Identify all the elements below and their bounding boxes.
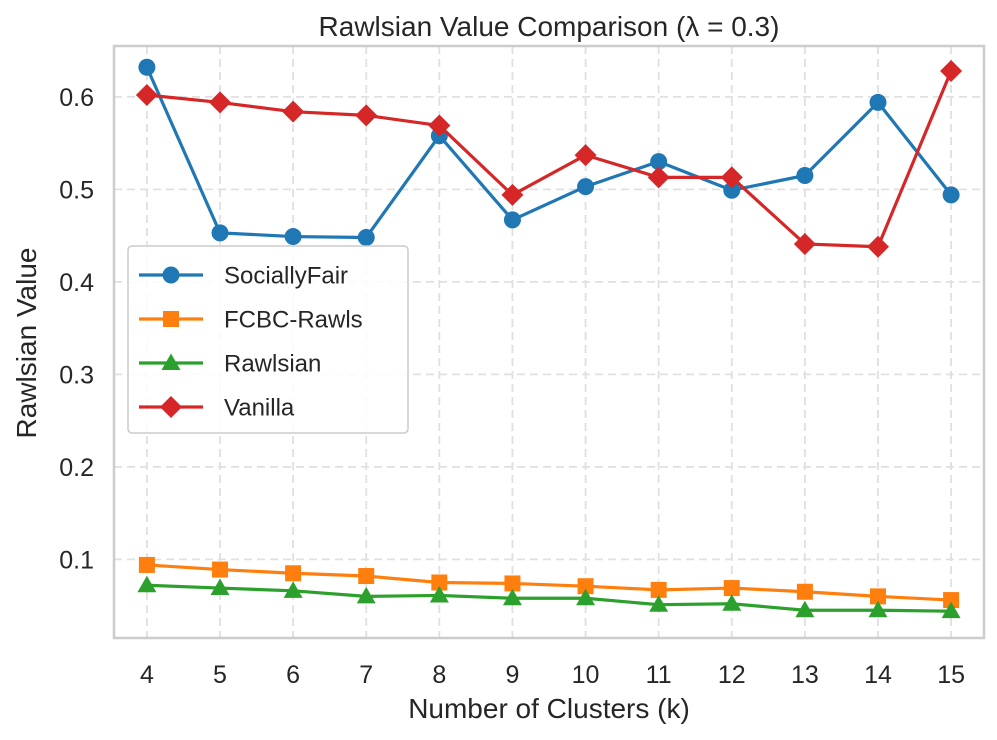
data-point-fcbc-rawls [138,556,155,573]
data-point-rawlsian [649,595,669,612]
data-point-vanilla [720,166,743,189]
data-point-sociallyfair [577,178,595,196]
legend-label: Rawlsian [224,351,321,378]
series-line-rawlsian [146,583,952,613]
x-tick-label: 14 [864,661,892,689]
data-point-rawlsian [283,581,303,598]
legend-item-vanilla: Vanilla [139,395,295,422]
legend-marker-rawlsian [161,353,181,370]
data-point-rawlsian [429,585,449,603]
x-tick-label: 9 [505,661,519,689]
data-point-vanilla [793,232,816,255]
x-tick-label: 4 [140,661,154,689]
series-fcbc-rawls [138,556,960,609]
y-tick-label: 0.3 [59,361,94,389]
series-rawlsian [137,575,961,619]
data-point-fcbc-rawls [212,561,229,578]
data-point-sociallyfair [284,228,302,246]
data-point-rawlsian [722,594,742,611]
data-point-fcbc-rawls [869,588,886,605]
data-point-sociallyfair [503,211,521,229]
data-point-vanilla [282,100,305,123]
y-tick-label: 0.5 [59,176,94,204]
data-point-fcbc-rawls [943,592,960,609]
x-tick-label: 11 [646,661,672,689]
x-tick-label: 8 [432,661,446,689]
series-line-vanilla [146,70,953,249]
data-point-vanilla [940,59,963,82]
y-tick-label: 0.1 [59,546,94,574]
series-line-fcbc-rawls [146,563,952,602]
legend-item-sociallyfair: SociallyFair [139,263,348,290]
x-tick-label: 5 [213,661,227,689]
data-point-vanilla [647,166,670,189]
data-point-sociallyfair [211,224,229,242]
data-point-sociallyfair [138,58,156,76]
chart-title: Rawlsian Value Comparison (λ = 0.3) [319,11,780,42]
data-point-rawlsian [502,588,522,606]
legend-item-rawlsian: Rawlsian [139,351,321,378]
data-point-rawlsian [795,600,815,618]
plot-frame [112,44,986,640]
data-point-fcbc-rawls [285,565,302,582]
data-point-fcbc-rawls [650,581,667,598]
data-point-vanilla [866,235,889,258]
legend-marker-sociallyfair [162,266,180,284]
y-tick-label: 0.2 [59,454,94,482]
series-line-sociallyfair [145,66,953,240]
data-point-vanilla [135,84,158,107]
x-tick-label: 7 [359,661,373,689]
data-point-fcbc-rawls [796,583,813,600]
x-tick-label: 13 [791,661,819,689]
legend-label: SociallyFair [224,263,348,290]
legend-marker-vanilla [160,396,182,418]
x-axis-ticks: 4 5 6 7 8 9 10 11 12 13 14 15 [140,661,965,689]
data-point-sociallyfair [357,228,375,246]
data-point-rawlsian [137,575,157,593]
series-vanilla [135,59,963,258]
data-point-sociallyfair [650,153,668,171]
legend-label: Vanilla [224,395,295,422]
data-point-fcbc-rawls [504,575,521,592]
data-point-rawlsian [868,600,888,618]
data-point-rawlsian [356,586,376,604]
y-axis-ticks: 0.1 0.2 0.3 0.4 0.5 0.6 [59,84,94,575]
legend-item-fcbc-rawls: FCBC-Rawls [139,307,363,334]
data-point-rawlsian [210,578,230,596]
data-point-vanilla [209,91,232,114]
data-point-sociallyfair [942,186,960,204]
series-sociallyfair [138,58,960,246]
series-layer [135,58,963,619]
data-point-fcbc-rawls [577,578,594,595]
x-tick-label: 15 [937,661,965,689]
legend-marker-fcbc-rawls [163,311,179,327]
data-point-fcbc-rawls [723,580,740,597]
legend-box [127,245,409,434]
data-point-vanilla [355,104,378,127]
data-point-vanilla [501,183,524,206]
legend-label: FCBC-Rawls [224,307,363,334]
data-point-vanilla [574,144,597,167]
x-tick-label: 10 [572,661,600,689]
data-point-sociallyfair [796,167,814,184]
data-point-sociallyfair [723,181,741,199]
x-axis-title: Number of Clusters (k) [408,693,690,724]
data-point-vanilla [428,114,451,137]
y-tick-label: 0.6 [59,84,94,112]
data-point-sociallyfair [869,93,887,111]
x-tick-label: 6 [286,661,300,689]
y-tick-label: 0.4 [59,269,94,297]
data-point-rawlsian [576,588,596,606]
legend: SociallyFair FCBC-Rawls Rawlsian Vanilla [127,245,409,434]
y-axis-title: Rawlsian Value [11,248,42,439]
x-tick-label: 12 [718,661,746,689]
data-point-fcbc-rawls [358,568,375,585]
data-point-fcbc-rawls [431,574,448,591]
data-point-rawlsian [941,601,961,619]
